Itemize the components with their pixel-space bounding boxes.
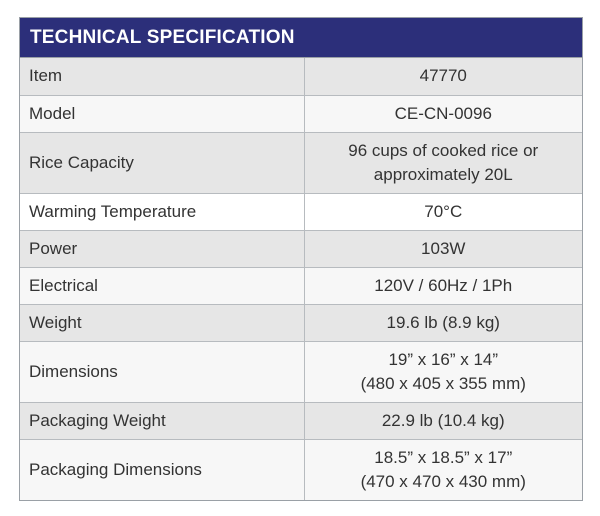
row-power: Power 103W xyxy=(20,229,582,267)
row-label: Power xyxy=(20,229,305,267)
row-label: Weight xyxy=(20,303,305,341)
row-label: Dimensions xyxy=(20,340,305,402)
row-item: Item 47770 xyxy=(20,58,582,95)
row-value-line: (480 x 405 x 355 mm) xyxy=(360,373,526,393)
spec-table: TECHNICAL SPECIFICATION Item 47770 Model… xyxy=(19,17,583,501)
row-value-line: 96 cups of cooked rice or xyxy=(348,140,539,160)
row-value-line: 19” x 16” x 14” xyxy=(388,349,499,369)
row-label: Packaging Dimensions xyxy=(20,438,305,500)
row-value: 22.9 lb (10.4 kg) xyxy=(304,401,582,439)
row-value: 70°C xyxy=(304,192,582,230)
row-value: 96 cups of cooked rice or approximately … xyxy=(304,131,582,193)
row-value: 47770 xyxy=(304,58,582,95)
row-label: Electrical xyxy=(20,266,305,304)
row-label: Packaging Weight xyxy=(20,401,305,439)
row-packaging-weight: Packaging Weight 22.9 lb (10.4 kg) xyxy=(20,401,582,439)
row-value: 103W xyxy=(304,229,582,267)
row-warming-temperature: Warming Temperature 70°C xyxy=(20,192,582,230)
row-value: CE-CN-0096 xyxy=(304,94,582,132)
row-rice-capacity: Rice Capacity 96 cups of cooked rice or … xyxy=(20,131,582,193)
row-value-line: 18.5” x 18.5” x 17” xyxy=(374,447,513,467)
row-value: 120V / 60Hz / 1Ph xyxy=(304,266,582,304)
row-label: Model xyxy=(20,94,305,132)
row-value-line: approximately 20L xyxy=(373,164,513,184)
row-label: Warming Temperature xyxy=(20,192,305,230)
row-value-line: (470 x 470 x 430 mm) xyxy=(360,471,526,491)
spec-grid: Item 47770 Model CE-CN-0096 Rice Capacit… xyxy=(20,58,582,500)
row-value: 19” x 16” x 14” (480 x 405 x 355 mm) xyxy=(304,340,582,402)
row-dimensions: Dimensions 19” x 16” x 14” (480 x 405 x … xyxy=(20,340,582,402)
row-label: Rice Capacity xyxy=(20,131,305,193)
row-electrical: Electrical 120V / 60Hz / 1Ph xyxy=(20,266,582,304)
row-label: Item xyxy=(20,58,305,95)
row-packaging-dimensions: Packaging Dimensions 18.5” x 18.5” x 17”… xyxy=(20,438,582,500)
row-value: 18.5” x 18.5” x 17” (470 x 470 x 430 mm) xyxy=(304,438,582,500)
row-value: 19.6 lb (8.9 kg) xyxy=(304,303,582,341)
row-model: Model CE-CN-0096 xyxy=(20,94,582,132)
spec-table-title: TECHNICAL SPECIFICATION xyxy=(20,18,582,58)
row-weight: Weight 19.6 lb (8.9 kg) xyxy=(20,303,582,341)
